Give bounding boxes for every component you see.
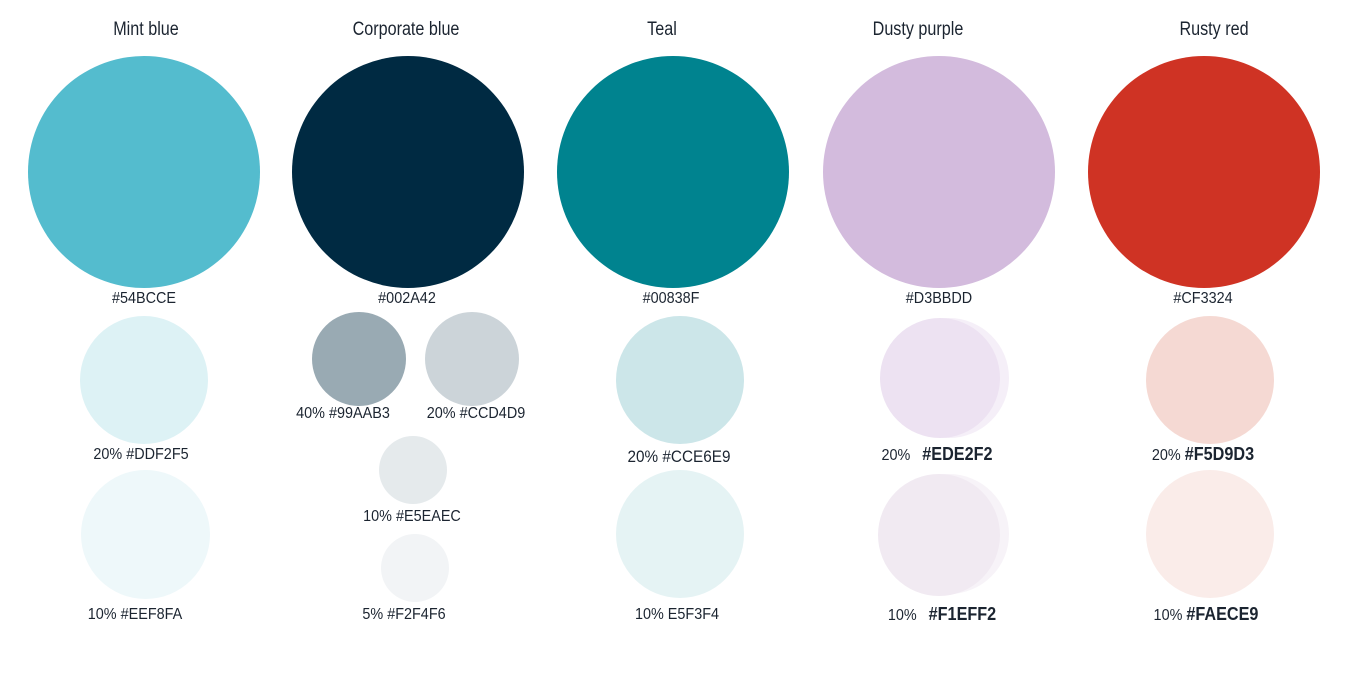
swatch-corporate-blue-main [292, 56, 524, 288]
tint-label-teal-10: 10% E5F3F4 [634, 606, 720, 623]
swatch-dusty-purple-10 [878, 474, 1000, 596]
tint-label-corporate-blue-20: 20% #CCD4D9 [426, 405, 526, 422]
swatch-rusty-red-main [1088, 56, 1320, 288]
swatch-rusty-red-20 [1146, 316, 1274, 444]
tint-label-rusty-red-20: 20% #F5D9D3 [1151, 444, 1255, 464]
hex-label-mint-blue: #54BCCE [111, 290, 177, 307]
swatch-mint-blue-main [28, 56, 260, 288]
column-title-dusty-purple: Dusty purple [872, 19, 964, 40]
tint-label-rusty-red-10: 10% #FAECE9 [1153, 604, 1259, 624]
tint-label-mint-blue-10: 10% #EEF8FA [87, 606, 183, 623]
hex-label-corporate-blue: #002A42 [378, 290, 436, 307]
swatch-teal-main [557, 56, 789, 288]
swatch-corporate-blue-40 [312, 312, 406, 406]
hex-label-teal: #00838F [642, 290, 700, 307]
swatch-mint-blue-10 [81, 470, 210, 599]
tint-label-corporate-blue-40: 40% #99AAB3 [296, 405, 390, 422]
swatch-dusty-purple-main [823, 56, 1055, 288]
column-title-rusty-red: Rusty red [1179, 19, 1249, 40]
column-title-corporate-blue: Corporate blue [352, 19, 460, 40]
swatch-mint-blue-20 [80, 316, 208, 444]
tint-label-corporate-blue-5: 5% #F2F4F6 [362, 606, 446, 623]
swatch-rusty-red-10 [1146, 470, 1274, 598]
tint-label-teal-20: 20% #CCE6E9 [627, 447, 731, 466]
hex-label-rusty-red: #CF3324 [1173, 290, 1233, 307]
hex-label-dusty-purple: #D3BBDD [905, 290, 973, 307]
column-title-teal: Teal [647, 19, 677, 40]
swatch-corporate-blue-20 [425, 312, 519, 406]
tint-label-corporate-blue-10: 10% #E5EAEC [363, 508, 461, 525]
tint-label-dusty-purple-20: 20% #EDE2F2 [881, 444, 993, 464]
tint-label-mint-blue-20: 20% #DDF2F5 [93, 446, 189, 463]
swatch-corporate-blue-5 [381, 534, 449, 602]
swatch-teal-10 [616, 470, 744, 598]
column-title-mint-blue: Mint blue [113, 19, 179, 40]
swatch-dusty-purple-20 [880, 318, 1000, 438]
swatch-teal-20 [616, 316, 744, 444]
tint-label-dusty-purple-10: 10% #F1EFF2 [887, 604, 997, 624]
swatch-corporate-blue-10 [379, 436, 447, 504]
